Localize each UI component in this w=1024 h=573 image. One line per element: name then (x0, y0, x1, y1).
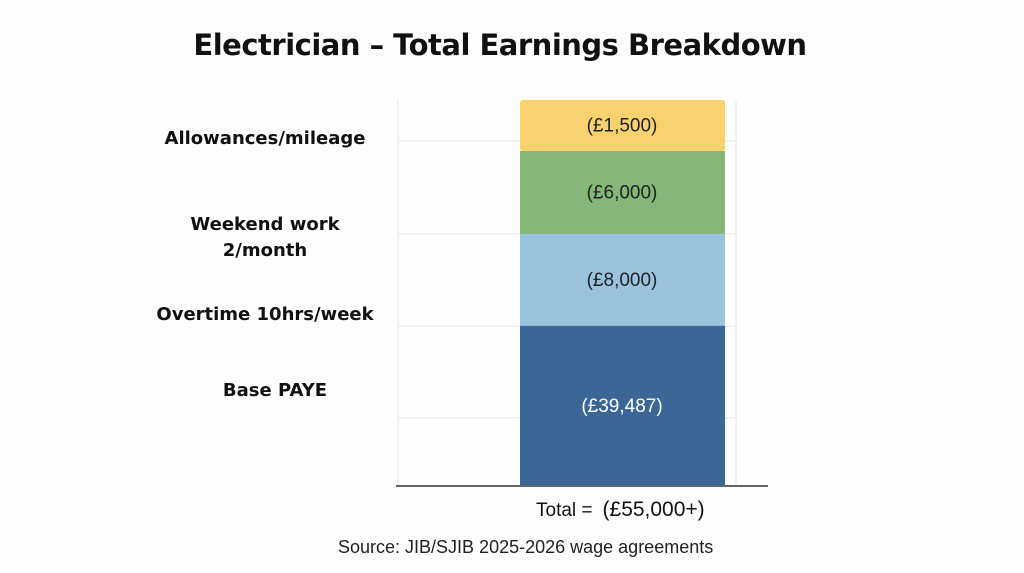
data-label: (£8,000) (587, 270, 658, 291)
data-label: (£39,487) (581, 396, 662, 417)
bar-segment (520, 325, 725, 486)
bar-segment (520, 100, 725, 152)
category-label: Allowances/mileage (164, 128, 366, 149)
total-label: Total = (£55,000+) (536, 498, 705, 522)
bar-segment (520, 151, 725, 234)
total-value: (£55,000+) (602, 498, 705, 521)
bar-segment (520, 233, 725, 326)
category-label: Overtime 10hrs/week (156, 304, 374, 325)
bar-segments: (£39,487) (£8,000) (£6,000) (£1,500) (520, 100, 725, 486)
source-note: Source: JIB/SJIB 2025-2026 wage agreemen… (338, 537, 714, 557)
data-label: (£6,000) (587, 182, 658, 203)
category-label: Base PAYE (222, 380, 328, 401)
chart-title: Electrician – Total Earnings Breakdown (193, 28, 807, 62)
data-label: (£1,500) (587, 116, 658, 137)
category-label: Weekend work 2/month (190, 214, 340, 261)
total-text: Total = (536, 500, 593, 521)
